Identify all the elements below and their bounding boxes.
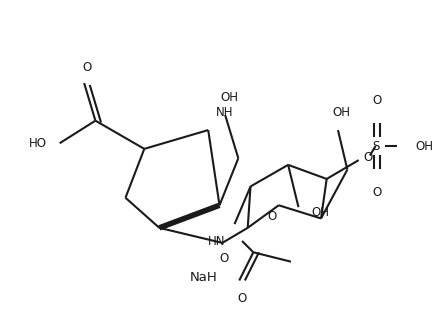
Text: OH: OH <box>220 91 238 104</box>
Text: OH: OH <box>415 139 432 152</box>
Text: O: O <box>363 151 372 164</box>
Text: O: O <box>372 94 381 107</box>
Text: O: O <box>83 61 92 74</box>
Text: O: O <box>219 252 229 265</box>
Text: OH: OH <box>333 106 351 119</box>
Text: O: O <box>372 186 381 199</box>
Text: O: O <box>267 210 277 223</box>
Text: HO: HO <box>29 137 47 150</box>
Text: HN: HN <box>208 235 225 248</box>
Text: O: O <box>238 292 247 305</box>
Text: OH: OH <box>311 206 330 219</box>
Text: NH: NH <box>216 106 233 119</box>
Text: NaH: NaH <box>190 271 217 284</box>
Text: S: S <box>372 139 379 152</box>
